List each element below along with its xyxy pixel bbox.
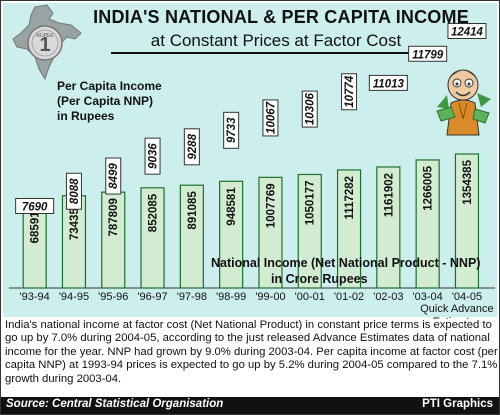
per-capita-value-label: 12414 <box>451 27 484 39</box>
nni-value-label: 1354385 <box>462 159 474 204</box>
x-tick-label: '94-95 <box>59 291 89 303</box>
nni-value-label: 891085 <box>187 191 199 230</box>
x-tick-label: '01-02 <box>334 291 364 303</box>
bar-chart: 685912 '93-94 734358 '94-95 787809 '95-96 8520… <box>9 23 495 319</box>
per-capita-label-line2: (Per Capita NNP) <box>57 94 154 108</box>
national-income-label-line2: in Crore Rupees <box>271 272 368 286</box>
per-capita-label-line1: Per Capita Income <box>57 79 162 93</box>
nni-bar <box>258 176 283 289</box>
per-capita-value-label: 10067 <box>265 101 277 134</box>
nni-bar <box>336 169 362 289</box>
credit-text: PTI Graphics <box>422 398 493 410</box>
per-capita-value-label: 8088 <box>69 178 81 204</box>
nni-bar <box>415 159 440 289</box>
nni-value-label: 787809 <box>108 198 120 236</box>
national-income-legend: National Income (Net National Product - … <box>211 255 480 287</box>
chart-title: INDIA'S NATIONAL & PER CAPITA INCOME <box>93 7 469 27</box>
x-tick-label: '00-01 <box>295 291 325 303</box>
nni-value-label: 1161902 <box>383 173 395 217</box>
nni-bar <box>179 184 204 289</box>
per-capita-box <box>15 198 55 214</box>
nni-value-label: 1050177 <box>305 180 317 225</box>
x-tick-label: '97-98 <box>177 291 207 303</box>
per-capita-box <box>341 73 358 111</box>
per-capita-value-label: 10306 <box>305 92 317 125</box>
x-tick-label: '98-99 <box>216 291 246 303</box>
source-text: Source: Central Statistical Organisation <box>6 398 224 410</box>
per-capita-value-label: 11799 <box>412 49 444 61</box>
nni-value-label: 1117282 <box>344 176 356 220</box>
nni-value-label: 685912 <box>30 205 42 243</box>
per-capita-box <box>105 157 122 195</box>
footer-bar: Source: Central Statistical Organisation… <box>1 397 499 414</box>
per-capita-label-line3: in Rupees <box>57 109 115 123</box>
per-capita-value-label: 9036 <box>148 143 160 169</box>
per-capita-value-label: 10774 <box>344 75 356 108</box>
national-income-label-line1: National Income (Net National Product - … <box>211 256 481 270</box>
x-tick-label: '96-97 <box>137 291 167 303</box>
per-capita-value-label: 8499 <box>108 163 120 189</box>
nni-bar <box>297 173 322 289</box>
nni-value-label: 852085 <box>148 193 160 232</box>
per-capita-box <box>223 111 240 149</box>
per-capita-box <box>65 172 82 210</box>
nni-value-label: 948581 <box>226 187 238 226</box>
per-capita-box <box>144 137 161 175</box>
per-capita-value-label: 9288 <box>187 133 199 159</box>
nni-bar <box>376 166 401 289</box>
per-capita-value-label: 9733 <box>226 117 238 143</box>
x-tick-label: '02-03 <box>373 291 403 303</box>
coin-value: 1 <box>39 34 50 56</box>
chart-subtitle: at Constant Prices at Factor Cost <box>111 31 441 54</box>
per-capita-box <box>408 45 448 62</box>
per-capita-box <box>183 128 200 166</box>
nni-bar <box>140 187 165 289</box>
person-with-money-icon <box>436 69 491 136</box>
nni-value-label: 734358 <box>69 201 81 240</box>
nni-value-label: 1266005 <box>423 165 435 210</box>
quick-estimate-note-2: Estimates <box>433 316 482 319</box>
per-capita-value-label: 7690 <box>22 202 48 214</box>
per-capita-legend: Per Capita Income (Per Capita NNP) in Ru… <box>57 79 162 124</box>
per-capita-box <box>301 90 318 128</box>
x-tick-label: '03-04 <box>413 291 443 303</box>
nni-value-label: 1007769 <box>265 183 277 228</box>
per-capita-box <box>447 23 487 39</box>
x-tick-label: '95-96 <box>98 291 128 303</box>
per-capita-box <box>368 74 408 91</box>
x-tick-label: '93-94 <box>20 291 50 303</box>
nni-bar <box>454 153 480 289</box>
coin-label: RUPEE <box>36 33 54 39</box>
per-capita-box <box>262 99 279 137</box>
quick-estimate-note: Quick Advance <box>420 303 493 315</box>
india-map-icon: 1 RUPEE <box>12 4 82 81</box>
nni-bar <box>219 180 244 289</box>
per-capita-value-label: 11013 <box>373 78 405 90</box>
description-text: India's national income at factor cost (… <box>5 319 498 385</box>
x-tick-label: '04-05 <box>452 291 482 303</box>
x-tick-label: '99-00 <box>255 291 285 303</box>
